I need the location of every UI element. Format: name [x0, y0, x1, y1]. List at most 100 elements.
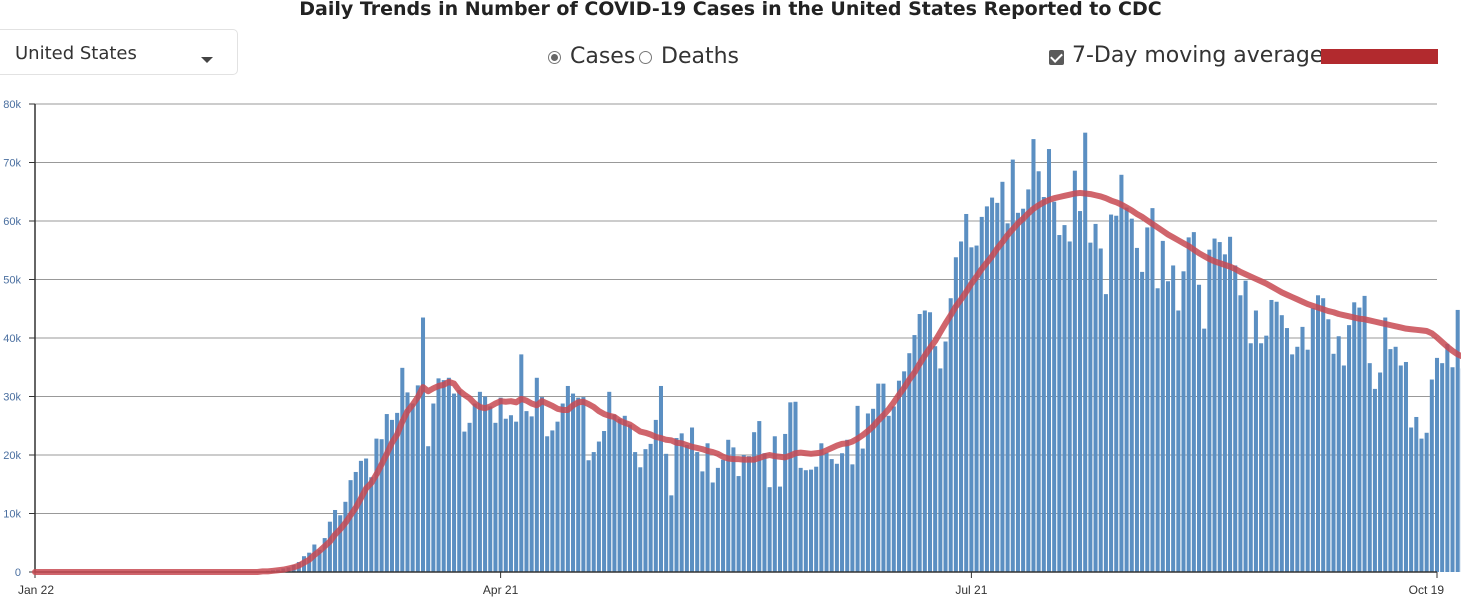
bar	[1103, 294, 1108, 572]
region-select-value: United States	[15, 43, 137, 64]
bar	[545, 436, 550, 572]
x-tick-label: Oct 19	[1409, 583, 1445, 597]
bar	[881, 383, 886, 572]
bar	[1228, 236, 1233, 573]
bar	[1315, 295, 1321, 572]
bar	[617, 418, 622, 572]
bar	[1300, 326, 1305, 572]
y-tick-label: 60k	[3, 216, 21, 228]
bar	[633, 452, 638, 572]
bar	[953, 257, 958, 572]
bar	[705, 443, 710, 572]
bar	[902, 371, 907, 572]
bar	[783, 433, 788, 572]
bar	[576, 397, 581, 572]
bar	[389, 419, 394, 572]
bar	[674, 438, 679, 572]
bar	[426, 446, 431, 572]
bar	[472, 403, 477, 572]
bar	[1248, 343, 1253, 572]
bar	[420, 317, 426, 572]
y-tick-label: 40k	[3, 333, 21, 345]
bar	[643, 449, 648, 572]
bar	[1202, 328, 1207, 572]
bar	[917, 314, 922, 572]
bar	[1145, 227, 1150, 572]
bar	[384, 414, 389, 572]
bar	[524, 411, 529, 572]
bar	[581, 397, 586, 572]
bar	[488, 406, 493, 572]
bar	[731, 447, 736, 572]
bar	[721, 459, 726, 572]
moving-average-line	[32, 189, 1461, 575]
bar	[1140, 271, 1145, 572]
bar	[1424, 432, 1429, 572]
bar	[684, 445, 689, 572]
bar	[788, 402, 793, 572]
bar	[1233, 265, 1238, 572]
y-tick-label: 80k	[3, 99, 21, 111]
bar	[1264, 335, 1269, 572]
bar	[777, 486, 782, 572]
bar	[1295, 346, 1300, 572]
bar	[984, 206, 989, 572]
bar	[1290, 354, 1295, 572]
bar	[550, 430, 555, 572]
bar	[891, 406, 896, 572]
y-tick-label: 30k	[3, 392, 21, 404]
bar	[840, 453, 845, 572]
bar	[560, 403, 565, 572]
region-select[interactable]: United States	[0, 29, 238, 75]
bar	[1114, 215, 1119, 573]
bar	[1041, 197, 1046, 572]
bar	[327, 521, 332, 572]
bar	[1383, 317, 1388, 572]
bar	[1259, 343, 1264, 572]
moving-average-checkbox[interactable]	[1049, 50, 1064, 65]
bar	[596, 441, 601, 572]
x-tick-label: Apr 21	[483, 583, 519, 597]
bar	[648, 443, 653, 572]
bar	[565, 385, 570, 572]
bar	[586, 460, 591, 572]
bar	[1347, 325, 1352, 572]
bar	[483, 396, 488, 572]
bar	[1310, 308, 1315, 572]
bar	[622, 415, 627, 572]
bar	[1088, 242, 1093, 572]
bar	[1098, 248, 1103, 572]
bar	[767, 487, 772, 572]
bar	[1093, 223, 1098, 573]
bar	[834, 463, 839, 572]
bar	[1222, 254, 1227, 572]
bar	[865, 413, 870, 572]
bar	[1393, 346, 1398, 572]
radio-deaths-label: Deaths	[661, 44, 739, 69]
bar	[395, 412, 400, 572]
bar	[819, 443, 824, 572]
bar	[1005, 223, 1010, 572]
bar	[1269, 299, 1274, 572]
bar	[741, 455, 746, 572]
bar	[1181, 271, 1186, 572]
bar	[1279, 315, 1284, 572]
bar	[938, 368, 943, 572]
bar	[317, 549, 322, 572]
bar	[322, 538, 327, 572]
bar	[343, 501, 348, 572]
chart-moving-average	[32, 189, 1461, 575]
bar	[436, 378, 441, 572]
bar	[1015, 212, 1020, 572]
bar	[845, 439, 850, 572]
bar	[431, 403, 436, 572]
bar	[477, 391, 482, 572]
bar	[1362, 295, 1367, 572]
bar	[1445, 343, 1450, 572]
bar	[959, 241, 964, 572]
bar	[1336, 336, 1341, 572]
bar	[855, 405, 860, 572]
bar	[612, 414, 617, 572]
bar	[1067, 241, 1072, 572]
